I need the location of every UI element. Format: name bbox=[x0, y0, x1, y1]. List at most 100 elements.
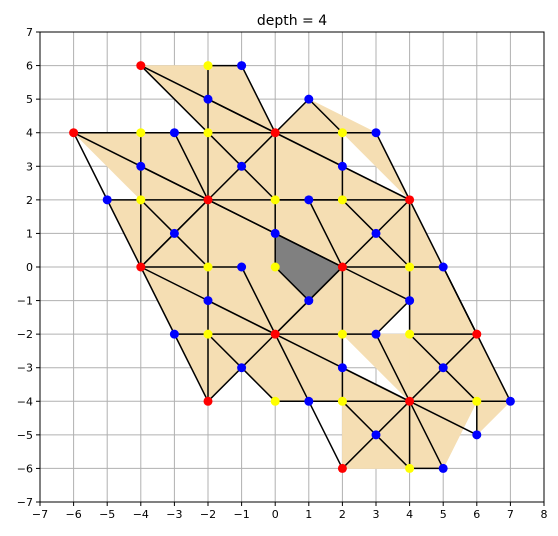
edge-line bbox=[341, 434, 377, 470]
edge-line bbox=[173, 131, 209, 201]
edge-line bbox=[341, 400, 377, 436]
edge-line bbox=[173, 232, 209, 268]
y-tick-label: 4 bbox=[26, 127, 33, 140]
edge-line bbox=[341, 199, 377, 235]
yellow-point bbox=[270, 396, 280, 406]
edge-line bbox=[140, 64, 209, 134]
edge-line bbox=[240, 266, 276, 335]
edge-line bbox=[408, 400, 444, 470]
yellow-point bbox=[405, 262, 415, 272]
yellow-point bbox=[136, 128, 146, 138]
edge-line bbox=[106, 199, 142, 268]
edge-line bbox=[72, 131, 108, 201]
edge-line bbox=[375, 400, 411, 436]
edge-line bbox=[207, 165, 243, 201]
edge-line bbox=[442, 333, 478, 369]
y-tick-label: 3 bbox=[26, 160, 33, 173]
yellow-point bbox=[203, 128, 213, 138]
blue-point bbox=[438, 363, 448, 373]
blue-point bbox=[237, 262, 247, 272]
edge-line bbox=[240, 333, 276, 369]
blue-point bbox=[304, 396, 314, 406]
blue-point bbox=[304, 195, 314, 205]
yellow-point bbox=[337, 128, 347, 138]
edge-line bbox=[274, 232, 344, 268]
red-point bbox=[136, 262, 146, 272]
edge-line bbox=[375, 299, 411, 335]
red-point bbox=[337, 262, 347, 272]
edge-line bbox=[173, 199, 209, 235]
y-tick-label: 7 bbox=[26, 26, 33, 39]
blue-point bbox=[237, 61, 247, 71]
blue-point bbox=[237, 161, 247, 171]
edge-line bbox=[207, 333, 243, 369]
edge-line bbox=[375, 131, 411, 201]
blue-point bbox=[371, 228, 381, 238]
x-axis-ticks: −7 −6 −5 −4 −3 −2 −1 0 1 2 3 4 5 6 7 8 bbox=[32, 502, 548, 521]
blue-point bbox=[371, 329, 381, 339]
edge-line bbox=[308, 199, 344, 268]
yellow-point bbox=[337, 396, 347, 406]
triangle-edges bbox=[72, 64, 512, 470]
y-tick-label: −3 bbox=[17, 362, 33, 375]
y-tick-label: −6 bbox=[17, 462, 33, 475]
yellow-point bbox=[472, 396, 482, 406]
x-tick-label: −5 bbox=[99, 508, 115, 521]
edge-line bbox=[240, 131, 276, 168]
x-tick-label: −2 bbox=[200, 508, 216, 521]
x-tick-label: 1 bbox=[305, 508, 312, 521]
center-triangle-fill bbox=[275, 233, 343, 301]
blue-point bbox=[237, 363, 247, 373]
blue-point bbox=[337, 363, 347, 373]
edge-line bbox=[274, 266, 310, 302]
blue-point bbox=[304, 296, 314, 306]
x-tick-label: 2 bbox=[339, 508, 346, 521]
x-tick-label: −4 bbox=[133, 508, 149, 521]
vertex-points bbox=[69, 61, 515, 473]
edge-line bbox=[308, 98, 344, 134]
chart-title: depth = 4 bbox=[257, 13, 327, 29]
x-tick-label: 7 bbox=[507, 508, 514, 521]
x-tick-label: 8 bbox=[541, 508, 548, 521]
red-point bbox=[472, 329, 482, 339]
y-tick-label: 2 bbox=[26, 194, 33, 207]
edge-line bbox=[140, 232, 176, 268]
edge-line bbox=[442, 266, 478, 335]
edge-line bbox=[375, 333, 411, 403]
yellow-point bbox=[270, 195, 280, 205]
edge-line bbox=[240, 165, 276, 201]
edge-line bbox=[408, 400, 478, 436]
blue-point bbox=[169, 329, 179, 339]
x-tick-label: −7 bbox=[32, 508, 48, 521]
x-tick-label: 6 bbox=[473, 508, 480, 521]
triangle bbox=[476, 400, 512, 436]
edge-line bbox=[240, 366, 276, 403]
red-point bbox=[69, 128, 79, 138]
y-tick-label: −1 bbox=[17, 295, 33, 308]
edge-line bbox=[408, 366, 444, 403]
x-tick-label: 0 bbox=[272, 508, 279, 521]
blue-point bbox=[203, 296, 213, 306]
edge-line bbox=[173, 333, 209, 403]
blue-point bbox=[472, 430, 482, 440]
edge-line bbox=[274, 333, 310, 403]
blue-point bbox=[203, 94, 213, 104]
yellow-point bbox=[405, 329, 415, 339]
red-point bbox=[270, 128, 280, 138]
y-tick-label: 0 bbox=[26, 261, 33, 274]
y-tick-label: 6 bbox=[26, 60, 33, 73]
edge-line bbox=[207, 366, 243, 403]
x-tick-label: −1 bbox=[233, 508, 249, 521]
blue-point bbox=[136, 161, 146, 171]
y-tick-label: −2 bbox=[17, 328, 33, 341]
red-point bbox=[337, 463, 347, 473]
blue-point bbox=[337, 161, 347, 171]
red-point bbox=[405, 396, 415, 406]
blue-point bbox=[371, 430, 381, 440]
yellow-point bbox=[203, 61, 213, 71]
edge-line bbox=[274, 98, 310, 134]
yellow-point bbox=[270, 262, 280, 272]
blue-point bbox=[438, 262, 448, 272]
blue-point bbox=[405, 296, 415, 306]
